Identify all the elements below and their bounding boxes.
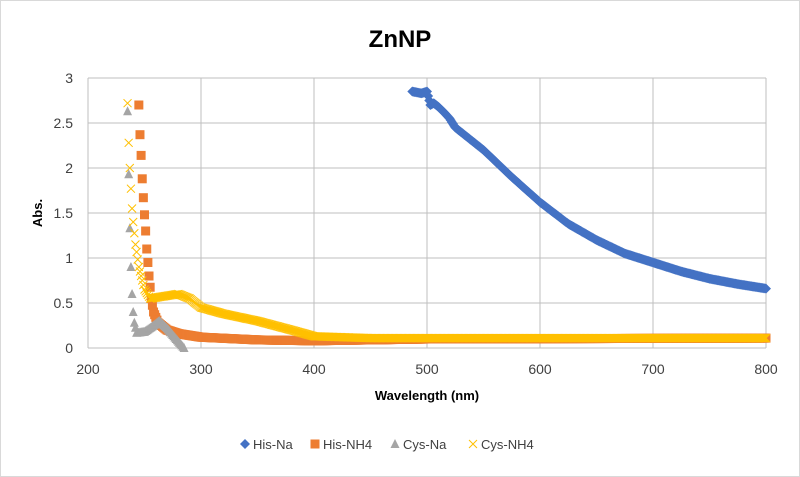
data-point <box>125 223 135 233</box>
y-axis-title: Abs. <box>30 199 45 227</box>
x-tick-label: 300 <box>189 361 213 377</box>
data-point <box>761 333 771 343</box>
series-his-na <box>407 86 771 294</box>
y-tick-labels: 0 0.5 1 1.5 2 2.5 3 <box>54 70 74 356</box>
x-tick-labels: 200 300 400 500 600 700 800 <box>76 361 778 377</box>
chart-title: ZnNP <box>369 26 432 53</box>
data-point <box>147 300 157 310</box>
data-point <box>123 106 133 116</box>
x-tick-label: 200 <box>76 361 100 377</box>
legend-x-icon <box>468 439 478 449</box>
data-point <box>179 343 189 352</box>
data-point <box>134 100 144 110</box>
series-cys-na <box>123 106 189 352</box>
x-axis-title: Wavelength (nm) <box>375 388 479 403</box>
data-point <box>127 289 137 298</box>
data-point <box>757 333 766 343</box>
x-tick-label: 700 <box>641 361 665 377</box>
data-point <box>142 244 152 254</box>
legend-item-his-na: His-Na <box>240 437 293 452</box>
legend-item-cys-nh4: Cys-NH4 <box>468 437 534 452</box>
legend-label: His-NH4 <box>323 437 372 452</box>
legend-diamond-icon <box>240 439 250 449</box>
data-point <box>133 255 143 264</box>
data-point <box>145 282 155 292</box>
data-marks <box>123 86 771 352</box>
y-tick-label: 1.5 <box>54 205 74 221</box>
y-tick-label: 0.5 <box>54 295 74 311</box>
legend-triangle-icon <box>390 439 400 448</box>
x-tick-label: 800 <box>754 361 778 377</box>
legend-item-cys-na: Cys-Na <box>390 437 447 452</box>
y-tick-label: 2 <box>65 160 73 176</box>
data-point <box>136 150 146 160</box>
data-point <box>128 217 138 227</box>
data-point <box>759 333 769 343</box>
x-tick-label: 600 <box>528 361 552 377</box>
data-point <box>758 333 767 343</box>
y-tick-label: 1 <box>65 250 73 266</box>
data-point <box>138 193 148 203</box>
x-tick-label: 500 <box>415 361 439 377</box>
data-point <box>140 210 149 220</box>
data-point <box>129 228 139 238</box>
data-point <box>129 317 139 327</box>
data-point <box>132 247 141 257</box>
data-point <box>137 174 147 184</box>
data-point <box>126 184 136 194</box>
data-point <box>143 258 153 267</box>
y-tick-label: 2.5 <box>54 115 74 131</box>
data-point <box>760 333 770 343</box>
data-point <box>761 283 771 294</box>
legend-label: His-Na <box>253 437 293 452</box>
legend-item-his-nh4: His-NH4 <box>310 437 372 452</box>
series-cys-nh4 <box>123 98 771 343</box>
data-point <box>144 271 154 281</box>
data-point <box>123 98 132 108</box>
data-point <box>128 307 138 316</box>
data-point <box>125 163 135 173</box>
y-tick-label: 3 <box>65 70 73 86</box>
data-point <box>141 226 151 236</box>
x-tick-label: 400 <box>302 361 326 377</box>
data-point <box>124 169 134 179</box>
data-point <box>131 240 140 249</box>
legend-label: Cys-Na <box>403 437 447 452</box>
data-point <box>126 262 136 271</box>
y-tick-label: 0 <box>65 340 73 356</box>
gridlines <box>87 77 767 349</box>
data-point <box>135 130 145 140</box>
data-point <box>124 138 134 148</box>
legend-label: Cys-NH4 <box>481 437 534 452</box>
data-point <box>127 204 137 213</box>
legend-square-icon <box>310 439 320 449</box>
legend: His-Na His-NH4 Cys-Na Cys-NH4 <box>240 437 534 452</box>
